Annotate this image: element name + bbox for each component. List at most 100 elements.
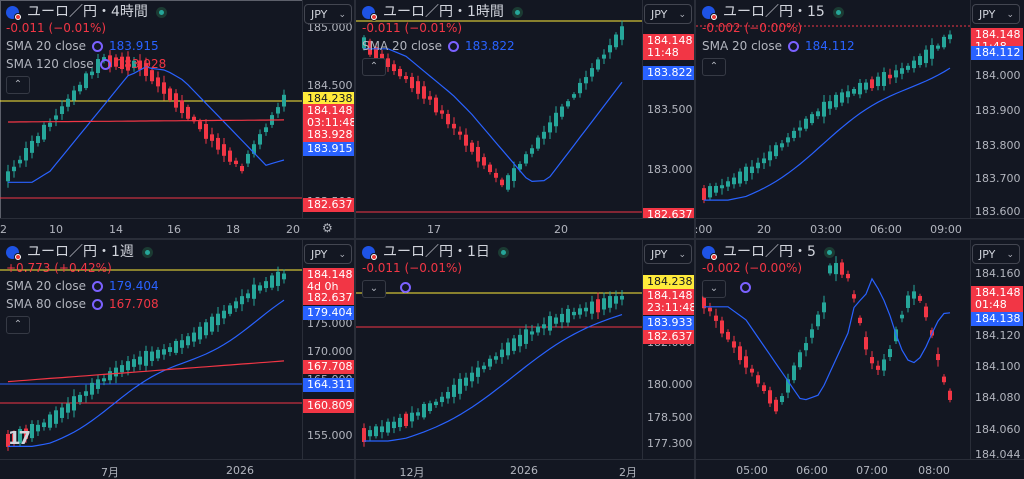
chart-pane-p1h[interactable]: ユーロ／円・1時間 -0.011 (−0.01%) SMA 20 close 183.…	[356, 0, 694, 238]
pane-separator[interactable]	[694, 0, 696, 238]
legend-toggle-button[interactable]: ⌄	[702, 280, 726, 298]
price-tick-label: 178.500	[647, 411, 693, 424]
symbol-title[interactable]: ユーロ／円・1時間	[383, 4, 504, 20]
chart-pane-p15[interactable]: ユーロ／円・15 -0.002 (−0.00%) SMA 20 close 184.1…	[696, 0, 1024, 238]
indicator-settings-icon[interactable]	[448, 40, 459, 52]
candle	[428, 96, 432, 100]
legend-title-row[interactable]: ユーロ／円・15	[702, 4, 855, 21]
candle	[132, 60, 136, 69]
indicator-row[interactable]: SMA 80 close 167.708	[6, 296, 159, 312]
candle	[30, 424, 34, 439]
chart-pane-p4h[interactable]: ユーロ／円・4時間 -0.011 (−0.01%) SMA 20 close 183.…	[0, 0, 354, 238]
price-plot[interactable]	[0, 240, 302, 459]
legend-toggle-button[interactable]: ⌃	[6, 316, 30, 334]
indicator-row[interactable]: SMA 20 close 183.822	[362, 38, 523, 54]
price-axis[interactable]: 175.000170.000165.000160.000155.000184.1…	[302, 240, 354, 459]
price-plot[interactable]	[696, 0, 970, 218]
currency-select[interactable]: JPY ⌄	[304, 244, 352, 264]
legend-title-row[interactable]: ユーロ／円・4時間	[6, 4, 167, 21]
price-plot[interactable]	[356, 240, 642, 459]
legend-toggle-button[interactable]: ⌃	[362, 58, 386, 76]
symbol-title[interactable]: ユーロ／円・4時間	[27, 4, 148, 20]
legend-title-row[interactable]: ユーロ／円・1週	[6, 244, 159, 261]
candle	[398, 417, 402, 428]
price-plot[interactable]	[696, 240, 970, 459]
candle	[822, 101, 826, 117]
candle	[912, 291, 916, 299]
symbol-title[interactable]: ユーロ／円・1日	[383, 244, 490, 260]
indicator-settings-icon[interactable]	[92, 40, 103, 52]
tradingview-logo[interactable]: 17	[8, 428, 31, 449]
indicator-row[interactable]: SMA 120 close 183.928	[6, 56, 167, 72]
candle	[810, 329, 814, 338]
currency-select[interactable]: JPY ⌄	[304, 4, 352, 24]
indicators-icon[interactable]	[400, 282, 411, 293]
indicator-settings-icon[interactable]	[99, 58, 111, 70]
time-tick-label: 22	[0, 223, 7, 236]
candle	[282, 94, 286, 107]
price-axis[interactable]: 184.000 183.900 183.800 183.700 183.600 184.1…	[970, 0, 1024, 218]
currency-select[interactable]: JPY ⌄	[644, 244, 692, 264]
price-axis[interactable]: 183.500 183.000 184.148 11:48 183.822 182.637	[642, 0, 694, 222]
chart-pane-p5[interactable]: ユーロ／円・5 -0.002 (−0.00%) ⌄ 184.160 184.120 184…	[696, 240, 1024, 479]
pane-separator[interactable]	[0, 238, 1024, 240]
price-axis[interactable]: 182.000180.000178.500177.300184.238184.1…	[642, 240, 694, 459]
candle	[60, 106, 64, 114]
symbol-title[interactable]: ユーロ／円・15	[723, 4, 825, 20]
chart-pane-p1w[interactable]: ユーロ／円・1週 +0.773 (+0.42%) SMA 20 close 179.4…	[0, 240, 354, 479]
legend-toggle-button[interactable]: ⌄	[362, 280, 386, 298]
indicator-row[interactable]: SMA 20 close 184.112	[702, 38, 855, 54]
indicator-row[interactable]: SMA 20 close 179.404	[6, 278, 159, 294]
candle	[162, 82, 166, 94]
candle	[42, 124, 46, 140]
currency-select[interactable]: JPY ⌄	[972, 244, 1020, 264]
time-tick-label: 05:00	[736, 464, 768, 477]
indicators-icon[interactable]	[740, 282, 751, 293]
legend-toggle-button[interactable]: ⌃	[702, 58, 726, 76]
price-tick-label: 184.044	[975, 448, 1021, 461]
symbol-title[interactable]: ユーロ／円・5	[723, 244, 816, 260]
candle	[470, 142, 474, 152]
candle	[846, 273, 850, 279]
indicator-row[interactable]: SMA 20 close 183.915	[6, 38, 167, 54]
pane-separator[interactable]	[354, 240, 356, 479]
legend-title-row[interactable]: ユーロ／円・1日	[362, 244, 509, 261]
candle	[906, 65, 910, 70]
time-axis[interactable]: 10 14 16 18 20 22	[0, 218, 354, 238]
candle	[578, 82, 582, 94]
legend-title-row[interactable]: ユーロ／円・1時間	[362, 4, 523, 21]
time-tick-label: 10	[49, 223, 63, 236]
price-axis[interactable]: 185.000184.500184.000183.500183.000182.5…	[302, 0, 354, 218]
candle	[702, 293, 706, 309]
candle	[210, 316, 214, 332]
pane-separator[interactable]	[354, 0, 356, 238]
candle	[744, 166, 748, 181]
indicator-settings-icon[interactable]	[92, 298, 103, 310]
candle	[614, 296, 618, 304]
chevron-down-icon: ⌄	[678, 250, 686, 260]
chart-pane-p1d[interactable]: ユーロ／円・1日-0.011 (−0.01%)⌄182.000180.00017…	[356, 240, 694, 479]
time-axis[interactable]: 17 20	[356, 218, 694, 238]
chart-legend: ユーロ／円・15 -0.002 (−0.00%) SMA 20 close 184.1…	[702, 4, 855, 76]
gear-icon[interactable]: ⚙	[322, 221, 333, 235]
time-axis[interactable]: 12月 2026 2月	[356, 459, 694, 479]
chart-legend: ユーロ／円・1週 +0.773 (+0.42%) SMA 20 close 179.4…	[6, 244, 159, 334]
time-tick-label: 03:00	[810, 223, 842, 236]
time-axis[interactable]: 1:00 20 03:00 06:00 09:00	[696, 218, 1024, 238]
candle	[804, 118, 808, 129]
candle	[888, 74, 892, 79]
symbol-title[interactable]: ユーロ／円・1週	[27, 244, 134, 260]
indicator-settings-icon[interactable]	[92, 280, 103, 292]
price-plot[interactable]	[356, 0, 642, 218]
price-axis[interactable]: 184.160 184.120 184.100 184.080 184.060 184.0…	[970, 240, 1024, 461]
legend-title-row[interactable]: ユーロ／円・5	[702, 244, 835, 261]
indicator-settings-icon[interactable]	[788, 40, 799, 52]
pane-separator[interactable]	[694, 240, 696, 479]
candle	[738, 171, 742, 184]
legend-toggle-button[interactable]: ⌃	[6, 76, 30, 94]
time-axis[interactable]: 7月 2026	[0, 459, 354, 479]
currency-select[interactable]: JPY ⌄	[972, 4, 1020, 24]
time-axis[interactable]: 05:00 06:00 07:00 08:00	[696, 459, 1024, 479]
currency-select[interactable]: JPY ⌄	[644, 4, 692, 24]
time-tick-label: 20	[554, 223, 568, 236]
